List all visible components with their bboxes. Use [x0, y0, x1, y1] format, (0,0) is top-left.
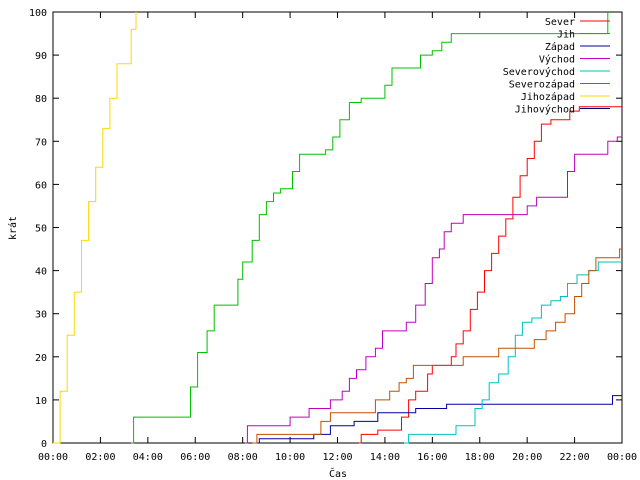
axis-ticks — [52, 11, 623, 444]
y-tick-label: 40 — [35, 267, 47, 278]
x-tick-label: 20:00 — [512, 452, 542, 463]
y-tick-label: 80 — [35, 94, 47, 105]
legend-label: Sever — [545, 17, 575, 28]
y-tick-label: 0 — [41, 439, 47, 450]
legend: Sever JihZápadVýchodSeverovýchodSeverozáp… — [503, 17, 610, 116]
y-tick-label: 10 — [35, 396, 47, 407]
series-lines — [53, 12, 622, 444]
x-tick-label: 16:00 — [417, 452, 447, 463]
series-line-západ — [256, 395, 622, 444]
x-tick-label: 14:00 — [370, 452, 400, 463]
x-tick-label: 08:00 — [228, 452, 258, 463]
x-tick-label: 00:00 — [607, 452, 637, 463]
x-axis-label: Čas — [329, 467, 347, 480]
x-tick-label: 10:00 — [275, 452, 305, 463]
y-tick-label: 50 — [35, 224, 47, 235]
legend-label: Východ — [539, 54, 575, 66]
series-line-jihozápad — [53, 12, 137, 444]
legend-label: Západ — [545, 41, 575, 53]
y-tick-label: 60 — [35, 180, 47, 191]
series-line-severozápad — [252, 248, 622, 444]
legend-label: Jihovýchod — [515, 104, 575, 116]
x-tick-label: 06:00 — [180, 452, 210, 463]
series-line-východ — [245, 136, 622, 444]
legend-label: Jih — [557, 30, 575, 41]
y-tick-label: 20 — [35, 353, 47, 364]
x-tick-label: 12:00 — [322, 452, 352, 463]
x-tick-label: 22:00 — [560, 452, 590, 463]
legend-label: Jihozápad — [521, 91, 575, 103]
series-line-sever — [358, 106, 622, 444]
y-tick-label: 100 — [29, 8, 47, 19]
y-tick-label: 90 — [35, 51, 47, 62]
x-tick-label: 18:00 — [465, 452, 495, 463]
axis-tick-labels: 0 10 20 30 40 50 60 70 80 90 100 00:00 02:00 04:00 06:… — [29, 8, 637, 463]
series-line-jih — [131, 12, 609, 444]
legend-label: Severozápad — [509, 79, 575, 91]
x-tick-label: 04:00 — [133, 452, 163, 463]
y-tick-label: 30 — [35, 310, 47, 321]
x-tick-label: 00:00 — [38, 452, 68, 463]
x-tick-label: 02:00 — [85, 452, 115, 463]
legend-label: Severovýchod — [503, 66, 575, 78]
y-tick-label: 70 — [35, 137, 47, 148]
y-axis-label: krát — [7, 216, 19, 240]
series-line-severovýchod — [403, 261, 622, 444]
